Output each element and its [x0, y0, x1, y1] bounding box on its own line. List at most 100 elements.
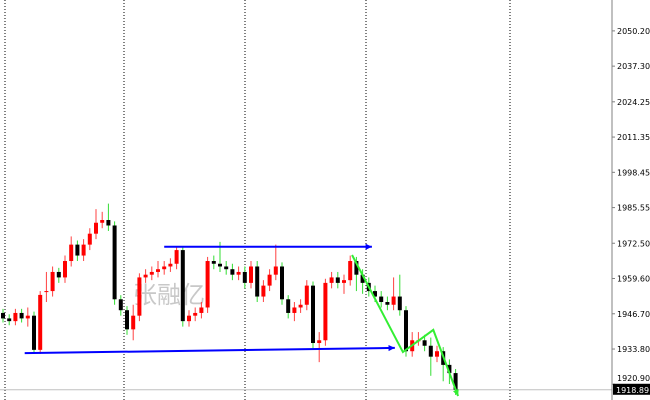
candle-body [174, 250, 179, 264]
candle [63, 255, 67, 283]
trend-line-green [351, 254, 460, 397]
candle [50, 266, 55, 297]
candle [391, 277, 396, 311]
candle-body [199, 307, 204, 313]
candle-body [342, 280, 346, 283]
candle [342, 274, 346, 294]
trend-line-blue [24, 346, 395, 355]
candle-body [428, 345, 433, 357]
y-tick-label: 2037.30 [617, 62, 650, 71]
candle [317, 332, 322, 363]
candle [187, 310, 191, 327]
candle [286, 295, 291, 319]
candle [335, 271, 340, 289]
candle-body [118, 299, 123, 311]
candle-body [149, 271, 154, 275]
candle-body [143, 274, 148, 278]
candle-body [335, 277, 340, 283]
y-tick-label: 2024.25 [617, 98, 650, 107]
candle [137, 273, 142, 322]
candle [249, 261, 253, 289]
candle [100, 211, 105, 229]
current-price-label: 1918.89 [613, 383, 650, 395]
y-tick-label: 1946.70 [617, 310, 650, 319]
arrowhead-icon [453, 389, 459, 397]
candle-body [311, 285, 315, 344]
candle [143, 269, 148, 283]
candle [106, 203, 111, 231]
candle [211, 255, 216, 270]
candle-body [75, 244, 80, 256]
candle-body [44, 291, 49, 293]
candle [236, 266, 241, 281]
candle [19, 308, 24, 323]
candle-body [205, 261, 210, 308]
candle-body [1, 312, 5, 319]
candles [1, 203, 458, 395]
candle-body [286, 299, 291, 313]
candle-body [304, 285, 309, 305]
candle-body [348, 261, 353, 281]
candle-body [180, 250, 185, 322]
candle-body [19, 312, 24, 319]
candle-body [7, 318, 12, 322]
candle [267, 269, 272, 292]
candle-body [100, 220, 105, 223]
candle [280, 262, 284, 305]
candle-body [218, 263, 222, 267]
candle [149, 266, 154, 281]
candle-body [63, 261, 67, 278]
candle [125, 306, 129, 335]
grid [0, 0, 612, 400]
candle [168, 258, 173, 272]
candle [348, 255, 353, 286]
candle [273, 244, 278, 281]
candle-body [125, 310, 129, 330]
candle [304, 280, 309, 311]
candle-body [112, 225, 117, 300]
candle [180, 245, 185, 327]
candle [25, 307, 30, 327]
candle-body [453, 373, 458, 390]
candle [205, 256, 210, 313]
candle-body [236, 271, 241, 275]
candle [7, 314, 12, 326]
y-tick-label: 1972.50 [617, 239, 650, 248]
candle [13, 308, 18, 326]
svg-text:1918.89: 1918.89 [616, 386, 649, 395]
candle [56, 267, 61, 283]
candle-body [38, 294, 43, 350]
candle-body [422, 340, 427, 346]
candle [162, 261, 167, 275]
candle-body [373, 291, 377, 297]
candle-body [391, 296, 396, 305]
candle [32, 311, 36, 354]
y-tick-label: 1998.45 [617, 168, 650, 177]
candle-body [211, 261, 216, 264]
candle-body [193, 312, 198, 316]
candle [311, 281, 315, 349]
watermark: 张融亿 [133, 281, 205, 309]
candle [87, 228, 92, 251]
candle [174, 245, 179, 270]
candle [379, 291, 384, 308]
candle-body [298, 304, 303, 308]
candle [224, 261, 229, 275]
arrowhead-icon [388, 344, 395, 352]
candle-body [385, 302, 390, 305]
candle-body [13, 312, 18, 322]
candle [323, 278, 328, 346]
candle-body [162, 266, 167, 270]
candle-body [81, 244, 86, 256]
arrowhead-icon [365, 243, 372, 250]
candle-body [404, 310, 408, 352]
candle-body [50, 271, 55, 292]
candle [81, 239, 86, 262]
candle [156, 261, 160, 278]
candle [69, 236, 74, 267]
candle [199, 302, 204, 319]
candle-body [447, 364, 452, 374]
candle [118, 295, 123, 316]
